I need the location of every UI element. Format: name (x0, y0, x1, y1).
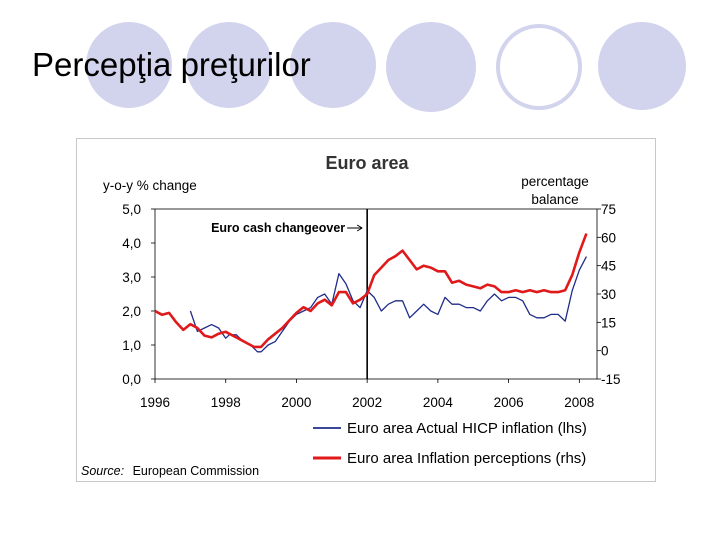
x-tick-label: 2004 (423, 395, 454, 410)
y-axis-left-label: y-o-y % change (103, 178, 197, 193)
chart-frame: Euro area y-o-y % change percentage balance… (76, 138, 656, 482)
changeover-annotation: Euro cash changeover (211, 221, 345, 235)
series-line-hicp (189, 256, 587, 353)
chart-title: Euro area (325, 153, 409, 173)
y-right-tick-label: 0 (601, 344, 609, 359)
slide-title: Percepţia preţurilor (32, 46, 311, 83)
series-line-perceptions (154, 233, 588, 349)
legend-label: Euro area Actual HICP inflation (lhs) (347, 420, 587, 437)
y-right-tick-label: 15 (601, 315, 616, 330)
y-left-tick-label: 1,0 (122, 338, 141, 353)
y-right-tick-label: 30 (601, 287, 616, 302)
source-label: Source: (81, 464, 125, 478)
y-left-tick-label: 3,0 (122, 270, 141, 285)
y-right-tick-label: 60 (601, 230, 616, 245)
decor-circle-1 (86, 22, 172, 108)
x-tick-label: 1996 (140, 395, 170, 410)
y-axis-right-label-line: balance (531, 192, 578, 207)
x-tick-label: 2000 (281, 395, 311, 410)
y-right-tick-label: -15 (601, 372, 621, 387)
y-right-tick-label: 75 (601, 202, 616, 217)
y-right-tick-label: 45 (601, 259, 616, 274)
y-left-tick-label: 2,0 (122, 304, 141, 319)
source-text: European Commission (132, 464, 260, 478)
x-tick-label: 1998 (211, 395, 241, 410)
y-left-tick-label: 0,0 (122, 372, 141, 387)
legend-label: Euro area Inflation perceptions (rhs) (347, 450, 586, 467)
decor-circle-4 (386, 22, 476, 112)
y-left-tick-label: 4,0 (122, 236, 141, 251)
decor-circle-3 (290, 22, 376, 108)
x-tick-label: 2008 (564, 395, 594, 410)
decor-circle-2 (186, 22, 272, 108)
source-note: Source: European Commission (81, 464, 259, 478)
chart: Euro area y-o-y % change percentage balance… (103, 153, 621, 467)
decor-circle-5 (496, 24, 582, 110)
decor-circle-6 (598, 22, 686, 110)
changeover-arrow-head (356, 224, 363, 232)
x-tick-label: 2006 (494, 395, 524, 410)
x-tick-label: 2002 (352, 395, 382, 410)
y-left-tick-label: 5,0 (122, 202, 141, 217)
y-axis-right-label-line: percentage (521, 174, 589, 189)
